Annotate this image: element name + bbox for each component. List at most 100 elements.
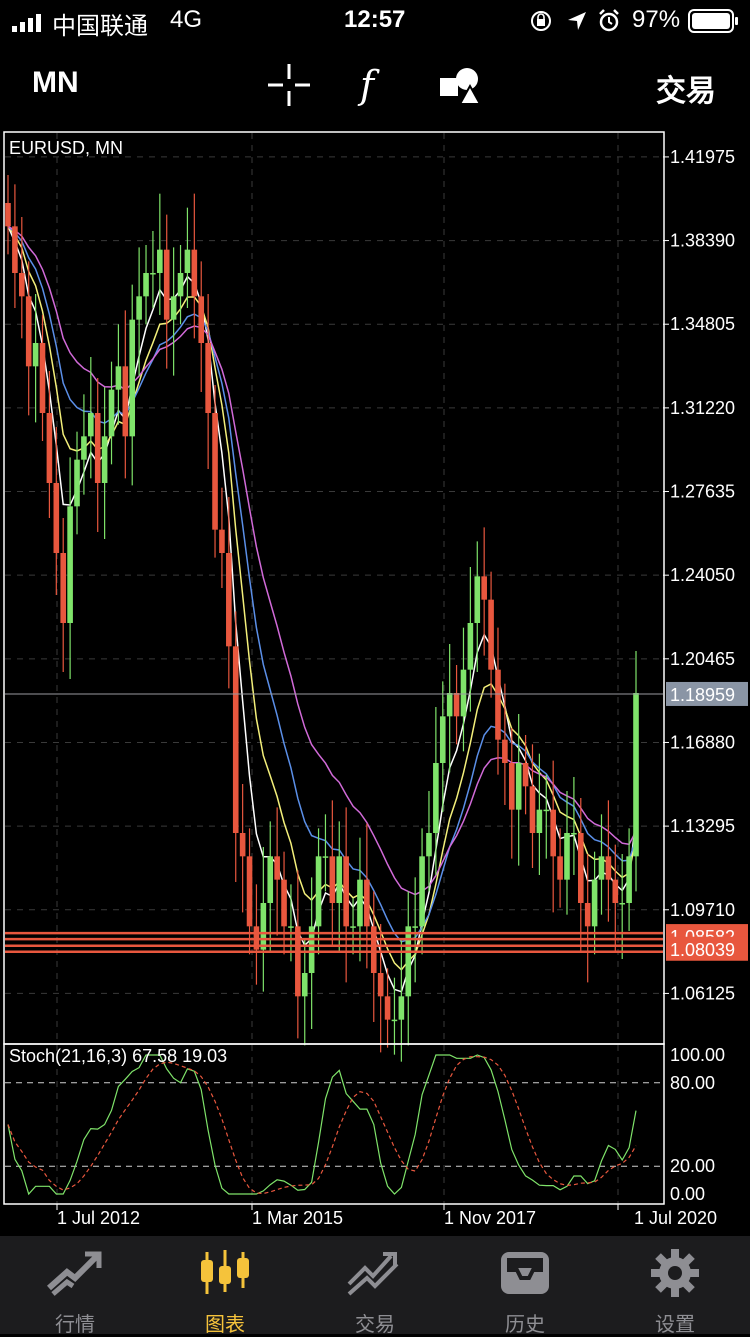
network-type: 4G bbox=[170, 6, 203, 33]
tab-quotes[interactable]: 行情 bbox=[0, 1236, 150, 1336]
candle-body bbox=[246, 856, 253, 927]
price-tick-label: 1.09710 bbox=[670, 900, 735, 920]
stoch-panel-frame bbox=[3, 1043, 665, 1205]
candle-body bbox=[502, 739, 508, 763]
candle-body bbox=[329, 856, 336, 903]
alarm-clock-icon bbox=[599, 9, 619, 32]
price-tick-label: 1.27635 bbox=[670, 482, 735, 502]
order-level-tag bbox=[666, 936, 748, 961]
tab-label: 历史 bbox=[505, 1314, 545, 1336]
stoch-signal-line bbox=[7, 1056, 637, 1195]
candle-body bbox=[274, 856, 280, 880]
candle-body bbox=[60, 553, 67, 623]
candle-body bbox=[364, 879, 370, 927]
tab-label: 行情 bbox=[55, 1314, 95, 1336]
candle-body bbox=[184, 249, 191, 273]
candle-body bbox=[115, 366, 122, 390]
moving-average-line bbox=[7, 225, 637, 971]
tab-history[interactable]: 历史 bbox=[450, 1236, 600, 1336]
status-bar: 中国联通 4G 12:57 97% bbox=[0, 0, 750, 44]
tab-label: 设置 bbox=[655, 1314, 695, 1336]
candle-body bbox=[322, 856, 329, 858]
candle-body bbox=[536, 809, 543, 833]
candle-body bbox=[308, 926, 315, 973]
stoch-label: Stoch(21,16,3) 67.58 19.03 bbox=[9, 1046, 227, 1066]
candle-body bbox=[226, 553, 232, 647]
candle-body bbox=[515, 763, 522, 810]
candle-body bbox=[584, 903, 591, 927]
candle-body bbox=[433, 763, 439, 833]
location-arrow-icon bbox=[568, 12, 586, 30]
candle-body bbox=[460, 669, 467, 717]
candle-body bbox=[439, 716, 446, 763]
price-tick-label: 1.06125 bbox=[670, 983, 735, 1003]
candle-body bbox=[170, 296, 177, 320]
candle-body bbox=[384, 996, 391, 1020]
candle-body bbox=[453, 693, 460, 717]
candle-body bbox=[101, 436, 108, 483]
candle-body bbox=[419, 856, 425, 927]
candle-body bbox=[626, 856, 632, 903]
candle-body bbox=[67, 506, 73, 623]
tab-trade[interactable]: 交易 bbox=[300, 1236, 450, 1336]
chart-toolbar: MN f 交易 bbox=[0, 44, 750, 128]
order-level-label: 1.08039 bbox=[670, 940, 735, 960]
candle-body bbox=[391, 1019, 398, 1022]
candle-body bbox=[619, 903, 625, 905]
candle-body bbox=[5, 203, 11, 227]
candle-body bbox=[474, 576, 481, 623]
trade-button[interactable]: 交易 bbox=[656, 75, 716, 108]
candle-body bbox=[25, 296, 32, 367]
chart-grid bbox=[5, 133, 663, 1204]
tab-settings[interactable]: 设置 bbox=[600, 1236, 750, 1336]
candle-body bbox=[12, 226, 18, 273]
function-icon[interactable]: f bbox=[352, 62, 398, 108]
candle-body bbox=[281, 879, 287, 927]
price-tick-label: 1.16880 bbox=[670, 732, 735, 752]
crosshair-icon[interactable] bbox=[266, 62, 312, 108]
current-price-tag bbox=[666, 681, 748, 706]
candle-body bbox=[288, 926, 294, 928]
candle-body bbox=[495, 669, 501, 740]
candle-body bbox=[39, 343, 46, 413]
main-chart-frame bbox=[3, 131, 665, 1045]
candle-body bbox=[543, 809, 550, 812]
candle-body bbox=[232, 646, 239, 833]
candle-body bbox=[564, 833, 570, 880]
candlesticks bbox=[5, 175, 639, 1062]
stoch-main-line bbox=[7, 1054, 637, 1196]
candle-body bbox=[267, 856, 274, 903]
svg-text:f: f bbox=[357, 63, 380, 107]
candle-body bbox=[205, 343, 211, 413]
stoch-tick-label: 0.00 bbox=[670, 1184, 705, 1204]
candle-body bbox=[74, 459, 80, 507]
candle-body bbox=[557, 856, 563, 880]
candle-body bbox=[260, 903, 267, 950]
candle-body bbox=[198, 296, 205, 343]
tab-chart[interactable]: 图表 bbox=[150, 1236, 300, 1336]
candle-body bbox=[191, 249, 198, 297]
objects-icon[interactable] bbox=[438, 62, 484, 108]
stoch-tick-label: 100.00 bbox=[670, 1045, 725, 1065]
candle-body bbox=[177, 273, 184, 297]
date-tick-label: 1 Mar 2015 bbox=[252, 1208, 343, 1228]
candle-body bbox=[446, 693, 453, 717]
quotes-icon bbox=[47, 1251, 102, 1296]
candle-body bbox=[163, 249, 170, 320]
price-tick-label: 1.31220 bbox=[670, 398, 735, 418]
history-icon bbox=[501, 1252, 549, 1294]
candle-body bbox=[295, 926, 301, 997]
stochastic-panel bbox=[5, 1054, 663, 1196]
axis-ticks: 1.41975 1.38390 1.34805 1.31220 1.27635 1.240… bbox=[56, 147, 735, 1228]
timeframe-button[interactable]: MN bbox=[32, 66, 79, 99]
candle-body bbox=[488, 599, 494, 670]
candle-body bbox=[612, 879, 619, 903]
candle-body bbox=[377, 973, 384, 997]
candle-body bbox=[157, 249, 163, 273]
settings-gear-icon bbox=[651, 1249, 699, 1297]
candle-body bbox=[129, 319, 136, 437]
candle-body bbox=[315, 856, 322, 927]
tab-bar: 行情 图表 交易 历史 bbox=[0, 1236, 750, 1336]
